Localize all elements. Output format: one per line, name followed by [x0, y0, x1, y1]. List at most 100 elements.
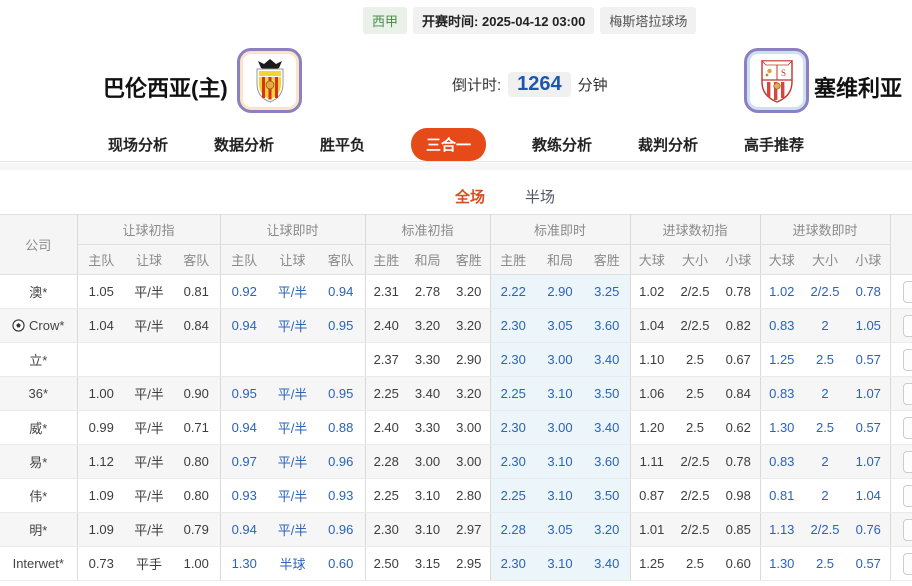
odds-cell: 2.78 — [407, 274, 448, 309]
odds-cell: 1.07 — [847, 376, 891, 411]
odds-row: 澳* 1.05 平/半 0.81 0.92 平/半 0.94 2.31 2.78 3.20 2.22… — [0, 274, 912, 309]
sub-header: 大球 — [630, 244, 673, 275]
odds-cell: 0.62 — [717, 410, 761, 445]
nav-tab-5[interactable]: 教练分析 — [532, 137, 593, 154]
odds-cell: 3.00 — [448, 410, 491, 445]
nav-tab-2[interactable]: 数据分析 — [213, 137, 274, 154]
match-info-bar: 西甲 开赛时间: 2025-04-12 03:00 梅斯塔拉球场 — [363, 7, 697, 34]
row-detail-button[interactable] — [902, 416, 912, 439]
clipped-column-header — [890, 214, 912, 275]
countdown-unit: 分钟 — [577, 77, 608, 94]
nav-tab-1[interactable]: 现场分析 — [107, 137, 168, 154]
kickoff-label: 开赛时间: — [422, 14, 479, 29]
nav-tab-3[interactable]: 胜平负 — [319, 137, 365, 154]
company-cell[interactable]: Interwet* — [0, 546, 78, 581]
group-header-2: 让球即时 — [220, 214, 366, 245]
sub-header: 客队 — [317, 244, 366, 275]
odds-cell: 0.81 — [173, 274, 221, 309]
odds-cell: 3.25 — [584, 274, 631, 309]
row-detail-button[interactable] — [902, 518, 912, 541]
odds-cell: 0.60 — [717, 546, 761, 581]
odds-cell: 0.88 — [317, 410, 366, 445]
row-detail-button[interactable] — [902, 280, 912, 303]
odds-cell: 3.15 — [407, 546, 448, 581]
odds-cell: 3.00 — [448, 444, 491, 479]
odds-cell: 2.28 — [490, 512, 536, 547]
odds-cell: 3.20 — [448, 376, 491, 411]
company-cell[interactable]: 明* — [0, 512, 78, 547]
sub-header: 小球 — [847, 244, 891, 275]
odds-cell: 0.84 — [173, 308, 221, 343]
odds-cell: 2 — [803, 444, 848, 479]
company-cell[interactable]: 立* — [0, 342, 78, 377]
odds-cell: 1.05 — [77, 274, 125, 309]
company-cell[interactable]: 易* — [0, 444, 78, 479]
countdown-value: 1264 — [508, 72, 571, 97]
odds-cell: 2/2.5 — [673, 478, 717, 513]
company-column-header: 公司 — [0, 214, 78, 275]
row-detail-button[interactable] — [902, 314, 912, 337]
odds-cell: 2.30 — [490, 342, 536, 377]
odds-cell: 2.30 — [490, 546, 536, 581]
odds-cell: 0.82 — [717, 308, 761, 343]
valencia-crest-icon — [243, 54, 296, 107]
odds-cell: 3.05 — [536, 308, 584, 343]
odds-cell: 2 — [803, 478, 848, 513]
odds-cell: 0.93 — [220, 478, 268, 513]
odds-cell: 0.90 — [173, 376, 221, 411]
odds-cell: 平/半 — [268, 410, 317, 445]
odds-cell: 1.25 — [760, 342, 804, 377]
nav-tab-7[interactable]: 高手推荐 — [744, 137, 805, 154]
odds-cell: 2 — [803, 308, 848, 343]
odds-cell: 2.90 — [448, 342, 491, 377]
company-cell[interactable]: 澳* — [0, 274, 78, 309]
odds-cell: 3.50 — [584, 478, 631, 513]
countdown: 倒计时: 1264 分钟 — [452, 72, 608, 97]
period-tab-1[interactable]: 全场 — [455, 186, 486, 217]
countdown-label: 倒计时: — [452, 77, 502, 94]
odds-cell: 2/2.5 — [673, 274, 717, 309]
odds-cell: 1.00 — [173, 546, 221, 581]
odds-cell: 1.20 — [630, 410, 673, 445]
odds-cell: 3.10 — [407, 478, 448, 513]
odds-cell: 3.60 — [584, 308, 631, 343]
odds-cell: 0.79 — [173, 512, 221, 547]
odds-row: Crow* 1.04 平/半 0.84 0.94 平/半 0.95 2.40 3.20 3.20 2… — [0, 308, 912, 343]
sub-header: 主队 — [77, 244, 125, 275]
league-badge: 西甲 — [363, 7, 408, 34]
odds-cell: 0.97 — [220, 444, 268, 479]
odds-cell: 1.06 — [630, 376, 673, 411]
group-header-5: 进球数初指 — [630, 214, 761, 245]
odds-cell: 3.10 — [536, 444, 584, 479]
row-detail-button[interactable] — [902, 552, 912, 575]
row-detail-button[interactable] — [902, 450, 912, 473]
row-detail-button[interactable] — [902, 484, 912, 507]
odds-cell: 0.57 — [847, 410, 891, 445]
odds-cell — [268, 342, 317, 377]
company-cell[interactable]: 威* — [0, 410, 78, 445]
odds-cell: 3.30 — [407, 342, 448, 377]
odds-cell: 2.5 — [803, 546, 848, 581]
row-detail-button[interactable] — [902, 348, 912, 371]
odds-cell: 0.80 — [173, 478, 221, 513]
period-tab-2[interactable]: 半场 — [525, 189, 556, 206]
odds-cell: 平/半 — [268, 376, 317, 411]
nav-tab-4[interactable]: 三合一 — [410, 128, 486, 161]
odds-cell: 1.04 — [847, 478, 891, 513]
group-header-1: 让球初指 — [77, 214, 221, 245]
row-detail-button[interactable] — [902, 382, 912, 405]
odds-cell: 0.96 — [317, 512, 366, 547]
odds-table: 公司 让球初指 让球即时 标准初指 标准即时 进球数初指 进球数即时 主队 让球 客队 主队 让球 客队… — [0, 214, 912, 581]
company-cell[interactable]: 36* — [0, 376, 78, 411]
odds-cell: 0.95 — [317, 376, 366, 411]
nav-tab-6[interactable]: 裁判分析 — [638, 137, 699, 154]
company-cell[interactable]: Crow* — [0, 308, 78, 343]
odds-cell: 0.99 — [77, 410, 125, 445]
company-cell[interactable]: 伟* — [0, 478, 78, 513]
away-team-name: 塞维利亚 — [814, 76, 903, 101]
odds-cell: 1.02 — [760, 274, 804, 309]
odds-cell: 1.00 — [77, 376, 125, 411]
odds-cell: 3.10 — [407, 512, 448, 547]
odds-cell: 2.30 — [490, 410, 536, 445]
nav-divider-band — [0, 163, 912, 170]
